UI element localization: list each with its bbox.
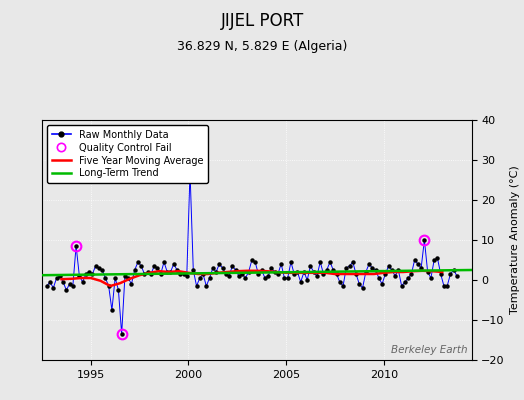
- Legend: Raw Monthly Data, Quality Control Fail, Five Year Moving Average, Long-Term Tren: Raw Monthly Data, Quality Control Fail, …: [47, 125, 208, 183]
- Text: 36.829 N, 5.829 E (Algeria): 36.829 N, 5.829 E (Algeria): [177, 40, 347, 53]
- Text: JIJEL PORT: JIJEL PORT: [221, 12, 303, 30]
- Text: Berkeley Earth: Berkeley Earth: [391, 345, 467, 355]
- Y-axis label: Temperature Anomaly (°C): Temperature Anomaly (°C): [510, 166, 520, 314]
